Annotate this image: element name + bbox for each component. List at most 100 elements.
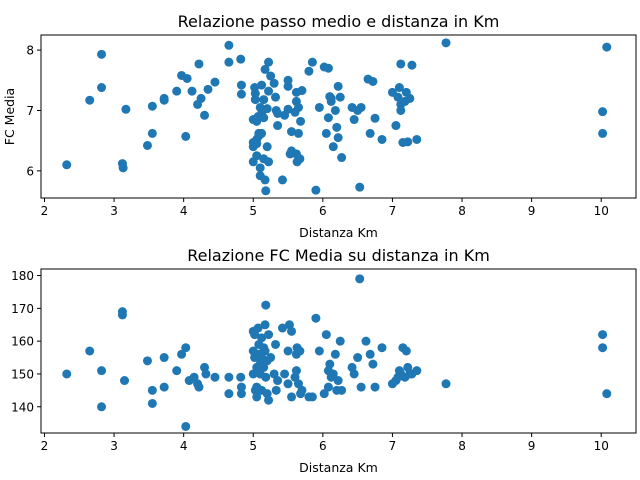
data-point (403, 137, 413, 147)
x-tick-label: 5 (249, 204, 257, 218)
data-point (200, 110, 210, 120)
data-point (412, 366, 422, 376)
data-point (598, 330, 608, 340)
data-point (355, 274, 365, 284)
data-point (97, 402, 107, 412)
data-point (602, 389, 612, 399)
data-points (62, 274, 612, 431)
data-point (356, 102, 366, 112)
data-point (328, 369, 338, 379)
x-tick-label: 4 (180, 439, 188, 453)
axes-area: 2 3 4 5 6 7 8 9 10 6 7 8 (26, 34, 637, 218)
data-point (177, 349, 187, 359)
data-point (187, 86, 197, 96)
data-point (283, 379, 293, 389)
x-tick-label: 3 (110, 204, 118, 218)
data-point (264, 395, 274, 405)
x-tick-label: 3 (110, 439, 118, 453)
data-point (269, 78, 279, 88)
data-point (201, 369, 211, 379)
data-point (264, 57, 274, 67)
data-point (264, 157, 274, 167)
data-point (194, 59, 204, 69)
data-point (257, 128, 267, 138)
data-point (117, 310, 127, 320)
data-point (333, 133, 343, 143)
data-point (337, 153, 347, 163)
data-point (142, 140, 152, 150)
data-point (323, 113, 333, 123)
y-tick-label: 160 (11, 335, 34, 349)
data-point (314, 102, 324, 112)
axes-frame (40, 268, 637, 434)
data-point (283, 81, 293, 91)
data-point (328, 142, 338, 152)
data-point (261, 300, 271, 310)
data-point (224, 57, 234, 67)
data-point (598, 128, 608, 138)
data-point (323, 63, 333, 73)
data-point (333, 376, 343, 386)
data-point (441, 379, 451, 389)
data-point (264, 86, 274, 96)
data-point (194, 382, 204, 392)
data-point (273, 108, 283, 118)
data-point (236, 89, 246, 99)
data-point (260, 346, 270, 356)
data-point (181, 131, 191, 141)
data-point (147, 385, 157, 395)
data-point (252, 151, 262, 161)
data-point (355, 182, 365, 192)
axes-area: 2 3 4 5 6 7 8 9 10 140 150 160 170 180 (11, 268, 637, 453)
data-point (266, 353, 276, 363)
x-tick-label: 7 (389, 204, 397, 218)
data-point (321, 128, 331, 138)
x-tick-label: 10 (594, 439, 609, 453)
data-point (391, 121, 401, 131)
data-point (236, 382, 246, 392)
data-point (326, 96, 336, 106)
y-tick-label: 140 (11, 400, 34, 414)
data-point (236, 389, 246, 399)
x-tick-label: 8 (458, 439, 466, 453)
data-point (273, 121, 283, 131)
data-point (277, 175, 287, 185)
data-point (401, 346, 411, 356)
data-point (365, 128, 375, 138)
data-point (293, 128, 303, 138)
data-point (97, 49, 107, 59)
y-tick-label: 180 (11, 269, 34, 283)
data-point (271, 385, 281, 395)
data-point (291, 366, 301, 376)
data-point (260, 175, 270, 185)
data-point (260, 320, 270, 330)
data-point (253, 323, 263, 333)
data-point (277, 323, 287, 333)
data-point (295, 154, 305, 164)
data-point (172, 366, 182, 376)
x-tick-label: 2 (41, 204, 49, 218)
data-point (252, 392, 262, 402)
data-point (311, 185, 321, 195)
x-axis-label: Distanza Km (299, 460, 378, 475)
y-tick-label: 170 (11, 302, 34, 316)
y-axis-label: FC Media (2, 88, 17, 145)
data-point (396, 105, 406, 115)
data-point (365, 349, 375, 359)
data-point (370, 382, 380, 392)
x-tick-label: 9 (528, 439, 536, 453)
data-point (142, 356, 152, 366)
data-point (147, 101, 157, 111)
x-tick-label: 7 (389, 439, 397, 453)
data-point (333, 81, 343, 91)
data-point (147, 128, 157, 138)
data-point (368, 76, 378, 86)
data-point (405, 93, 415, 103)
x-tick-label: 4 (180, 204, 188, 218)
data-point (321, 330, 331, 340)
data-point (283, 104, 293, 114)
data-point (377, 134, 387, 144)
data-point (307, 57, 317, 67)
